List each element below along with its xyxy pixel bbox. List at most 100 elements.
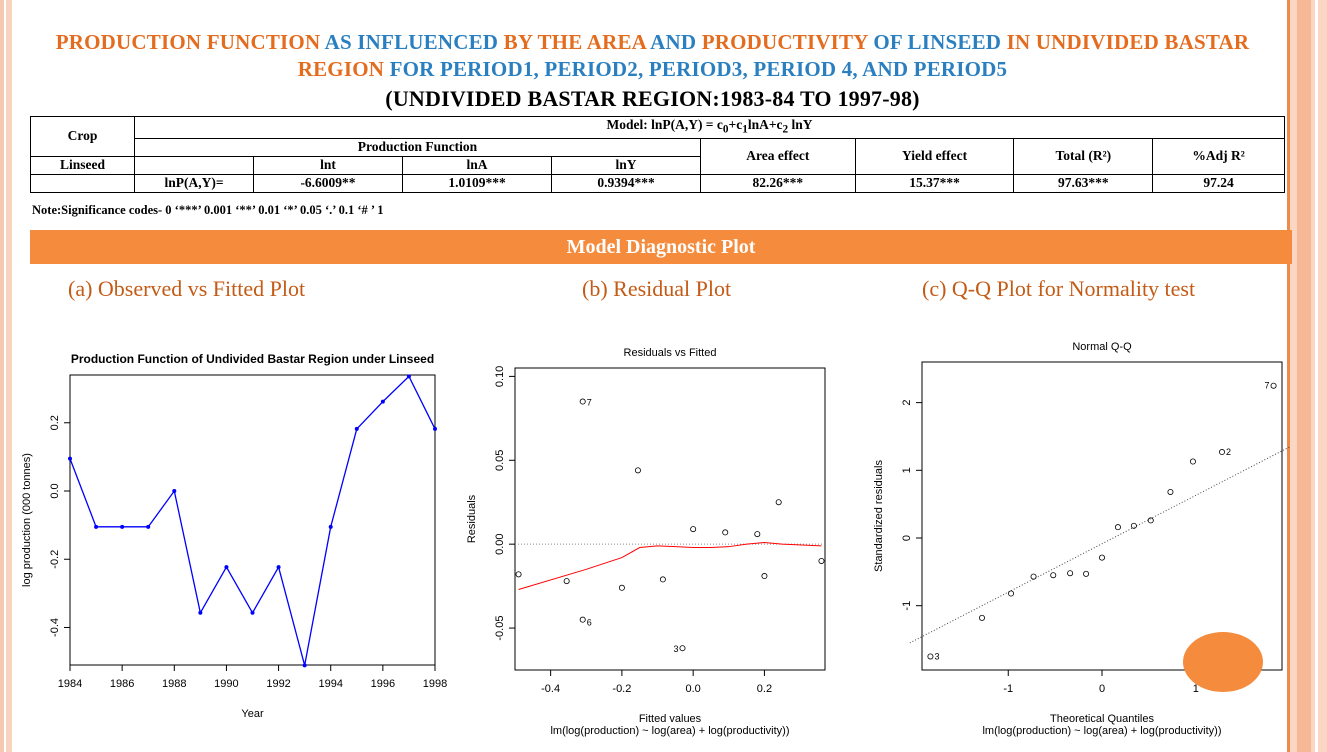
normal-qq-chart: Normal Q-Q -1 0 1 -1 0 1 2 Theoretical Quantiles… <box>873 341 1290 737</box>
qq-point <box>1114 524 1121 531</box>
title-segment: AND <box>650 30 697 54</box>
data-point <box>68 456 72 461</box>
x-tick-label: 1986 <box>110 678 134 690</box>
qq-point <box>1030 573 1037 580</box>
data-point <box>120 524 125 529</box>
data-point <box>94 524 99 529</box>
title-line-1: PRODUCTION FUNCTION AS INFLUENCED BY THE… <box>20 30 1285 55</box>
residual-point <box>679 645 686 652</box>
title-segment: REGION <box>297 57 385 81</box>
subtitle-b: (b) Residual Plot <box>582 276 732 301</box>
blank-cell <box>134 155 254 175</box>
col-lna: lnA <box>402 155 552 175</box>
y-tick-label: 1 <box>901 467 913 473</box>
smooth-line <box>518 541 822 590</box>
residual-point <box>579 616 586 623</box>
title-segment: BY THE <box>503 30 583 54</box>
value-total-r2: 97.63*** <box>1013 173 1154 193</box>
title-line-2: REGION FOR PERIOD1, PERIOD2, PERIOD3, PE… <box>20 57 1285 82</box>
diagnostic-banner: Model Diagnostic Plot <box>30 230 1292 264</box>
title-line-3: (UNDIVIDED BASTAR REGION:1983-84 TO 1997… <box>385 86 920 111</box>
data-point <box>172 489 177 493</box>
qq-point <box>1067 570 1074 577</box>
qq-point <box>927 653 934 660</box>
x-axis-label: Fitted values <box>639 713 702 725</box>
qq-point <box>1050 572 1057 579</box>
y-tick-label: 0.00 <box>494 533 506 554</box>
title-segment: AS INFLUENCED <box>320 30 504 54</box>
data-point <box>328 524 333 529</box>
crop-header: Crop <box>30 116 135 157</box>
residual-point <box>761 573 768 580</box>
qq-point <box>1218 449 1225 456</box>
y-tick-label: 0.0 <box>49 483 61 498</box>
y-tick-label: 0.10 <box>494 366 506 387</box>
x-tick-label: 1994 <box>318 678 342 690</box>
data-point <box>354 426 359 431</box>
data-point <box>146 524 151 529</box>
y-axis-label: Residuals <box>466 494 478 543</box>
residual-point <box>722 529 729 536</box>
crop-name: Linseed <box>30 155 135 175</box>
blank-cell <box>30 173 135 193</box>
left-decorative-border <box>0 0 12 752</box>
point-label: 2 <box>1226 447 1231 457</box>
x-tick-label: -1 <box>1003 683 1013 695</box>
residual-point <box>754 531 761 538</box>
x-tick-label: 0.2 <box>757 683 772 695</box>
y-tick-label: -0.05 <box>494 616 506 641</box>
value-lnt: -6.6009** <box>253 173 403 193</box>
orange-oval-decoration <box>1183 632 1263 692</box>
title-segment: OF LINSEED <box>873 30 1002 54</box>
qq-point <box>979 614 986 621</box>
qq-point <box>1270 382 1277 389</box>
subtitle-c: (c) Q-Q Plot for Normality test <box>922 276 1196 301</box>
x-axis-sublabel: lm(log(production) ~ log(area) + log(pro… <box>982 725 1221 737</box>
y-tick-label: -1 <box>901 601 913 611</box>
residual-point <box>775 499 782 506</box>
y-tick-label: 2 <box>901 400 913 406</box>
yield-effect-header: Yield effect <box>854 137 1015 175</box>
title-segment: FOR PERIOD1, PERIOD2, PERIOD3, PERIOD 4,… <box>384 57 1008 81</box>
residual-point <box>659 576 666 583</box>
x-tick-label: 1990 <box>214 678 238 690</box>
model-table: Crop Model: lnP(A,Y) = c0+c1lnA+c2 lnY P… <box>30 116 1285 193</box>
qq-point <box>1147 517 1154 524</box>
qq-point <box>1130 522 1137 529</box>
qq-point <box>1189 458 1196 465</box>
x-tick-label: 0 <box>1099 683 1105 695</box>
x-tick-label: 1992 <box>266 678 290 690</box>
value-yield-effect: 15.37*** <box>854 173 1015 193</box>
y-tick-label: -0.2 <box>49 550 61 569</box>
adj-r2-header: %Adj R² <box>1152 137 1285 175</box>
point-label: 6 <box>587 618 592 628</box>
title-segment: PRODUCTIVITY <box>696 30 874 54</box>
residual-point <box>579 398 586 405</box>
row-label: lnP(A,Y)= <box>134 173 254 193</box>
observed-vs-fitted-chart: Production Function of Undivided Bastar … <box>21 352 447 720</box>
value-lna: 1.0109*** <box>402 173 552 193</box>
plot-frame <box>514 367 826 671</box>
series-line <box>69 375 436 666</box>
chart-title: Production Function of Undivided Bastar … <box>71 352 434 366</box>
y-tick-label: 0.05 <box>494 450 506 471</box>
x-tick-label: 1 <box>1193 683 1199 695</box>
x-tick-label: -0.4 <box>541 683 560 695</box>
x-tick-label: 1984 <box>58 678 82 690</box>
point-label: 7 <box>587 398 592 408</box>
qq-point <box>1008 590 1015 597</box>
residual-point <box>563 578 570 585</box>
plot-frame <box>69 374 436 666</box>
qq-point <box>1098 554 1105 561</box>
y-tick-label: 0 <box>901 535 913 541</box>
x-tick-label: -0.2 <box>612 683 631 695</box>
data-point <box>302 663 307 668</box>
value-area-effect: 82.26*** <box>700 173 856 193</box>
data-point <box>276 565 281 570</box>
value-adj-r2: 97.24 <box>1152 173 1285 193</box>
production-function-header: Production Function <box>134 137 701 157</box>
model-header: Model: lnP(A,Y) = c0+c1lnA+c2 lnY <box>134 116 1285 139</box>
x-tick-label: 1996 <box>371 678 395 690</box>
title-segment: PRODUCTION FUNCTION <box>55 30 321 54</box>
residual-point <box>818 557 825 564</box>
